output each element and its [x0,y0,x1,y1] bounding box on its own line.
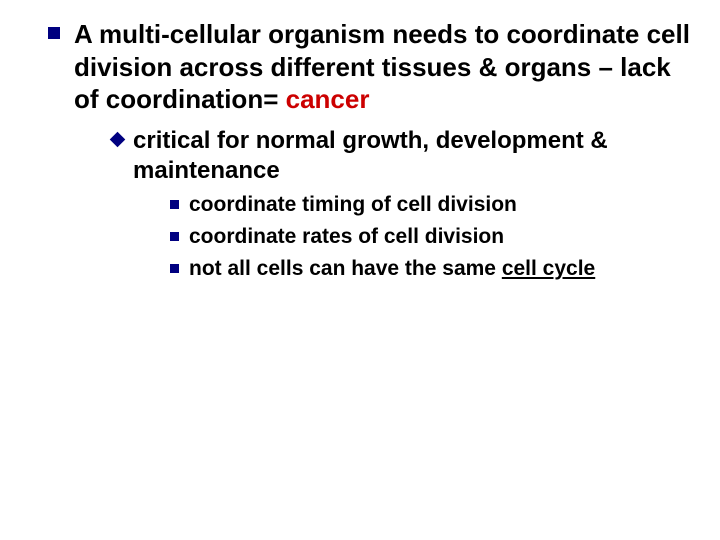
slide-body: A multi-cellular organism needs to coord… [0,0,720,282]
level2-text: critical for normal growth, development … [133,126,690,186]
bullet-item-level3: coordinate rates of cell division [170,224,690,250]
square-bullet-icon [170,232,179,241]
level3-text: coordinate timing of cell division [189,192,517,218]
level1-text-danger: cancer [286,84,370,114]
level3-text: coordinate rates of cell division [189,224,504,250]
bullet-item-level3: not all cells can have the same cell cyc… [170,256,690,282]
square-bullet-icon [48,27,60,39]
level3-text-pre: not all cells can have the same [189,257,502,280]
bullet-item-level2: critical for normal growth, development … [112,126,690,186]
square-bullet-icon [170,264,179,273]
level1-text-main: A multi-cellular organism needs to coord… [74,19,690,114]
bullet-item-level3: coordinate timing of cell division [170,192,690,218]
diamond-bullet-icon [110,131,126,147]
bullet-item-level1: A multi-cellular organism needs to coord… [48,18,690,116]
level1-text: A multi-cellular organism needs to coord… [74,18,690,116]
level3-text-underline: cell cycle [502,257,595,280]
square-bullet-icon [170,200,179,209]
level3-text: not all cells can have the same cell cyc… [189,256,595,282]
